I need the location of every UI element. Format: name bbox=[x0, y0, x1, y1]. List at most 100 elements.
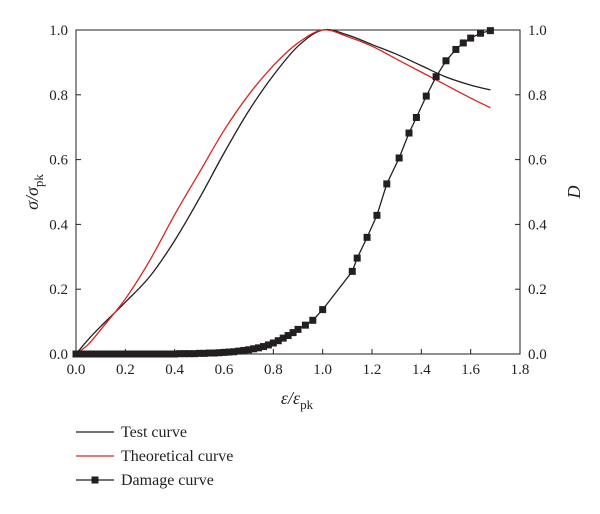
y-left-tick-label: 1.0 bbox=[49, 23, 68, 39]
y-left-tick-label: 0.6 bbox=[49, 153, 68, 169]
legend: Test curve Theoretical curve Damage curve bbox=[76, 424, 233, 489]
damage-curve-point bbox=[353, 254, 361, 262]
x-tick-label: 1.6 bbox=[461, 362, 480, 378]
damage-curve-point bbox=[87, 350, 95, 358]
y-axis-right-label: D bbox=[564, 186, 584, 200]
damage-curve-point bbox=[301, 321, 309, 329]
damage-curve-point bbox=[412, 113, 420, 121]
damage-curve-point bbox=[131, 350, 139, 358]
damage-curve-point bbox=[250, 345, 258, 353]
damage-curve-point bbox=[107, 350, 115, 358]
damage-curve-point bbox=[383, 180, 391, 188]
damage-curve-point bbox=[195, 349, 203, 357]
damage-curve-point bbox=[264, 341, 272, 349]
damage-curve-point bbox=[111, 350, 119, 358]
damage-curve-point bbox=[156, 350, 164, 358]
damage-curve-point bbox=[259, 343, 267, 351]
damage-curve-point bbox=[230, 348, 238, 356]
test-curve-line bbox=[75, 28, 491, 355]
damage-curve-point bbox=[97, 350, 105, 358]
y-right-tick-label: 1.0 bbox=[528, 23, 547, 39]
series-layer bbox=[72, 27, 494, 358]
y-right-tick-label: 0.2 bbox=[528, 282, 547, 298]
x-tick-label: 1.4 bbox=[412, 362, 431, 378]
x-tick-label: 1.8 bbox=[511, 362, 530, 378]
x-tick-label: 0.6 bbox=[215, 362, 234, 378]
damage-curve-point bbox=[176, 350, 184, 358]
y-right-tick-label: 0.8 bbox=[528, 88, 547, 104]
damage-curve-point bbox=[146, 350, 154, 358]
x-tick-label: 0.4 bbox=[165, 362, 184, 378]
damage-curve-point bbox=[92, 350, 100, 358]
damage-curve-point bbox=[363, 233, 371, 241]
damage-curve-point bbox=[200, 349, 208, 357]
damage-curve-point bbox=[185, 350, 193, 358]
legend-marker-damage-curve bbox=[91, 476, 99, 484]
damage-curve-point bbox=[77, 350, 85, 358]
damage-curve-point bbox=[319, 306, 327, 314]
damage-curve-point bbox=[309, 316, 317, 324]
damage-curve-point bbox=[121, 350, 129, 358]
damage-curve-point bbox=[422, 92, 430, 100]
x-axis-label: ε/εpk bbox=[281, 388, 314, 412]
legend-label-test-curve: Test curve bbox=[121, 424, 187, 441]
damage-curve-point bbox=[348, 267, 356, 275]
legend-label-theoretical-curve: Theoretical curve bbox=[121, 448, 233, 465]
tick-labels: 0.0 0.2 0.4 0.6 0.8 1.0 1.2 1.4 1.6 1.80.00.20.40… bbox=[49, 23, 547, 378]
damage-curve-point bbox=[235, 347, 243, 355]
damage-curve-point bbox=[181, 350, 189, 358]
y-left-tick-label: 0.0 bbox=[49, 347, 68, 363]
damage-curve-point bbox=[116, 350, 124, 358]
damage-curve-point bbox=[225, 348, 233, 356]
damage-curve-point bbox=[405, 129, 413, 137]
damage-curve-point bbox=[442, 57, 450, 65]
plot-frame bbox=[75, 29, 521, 355]
damage-curve-point bbox=[245, 346, 253, 354]
damage-curve-point bbox=[190, 350, 198, 358]
y-left-tick-label: 0.4 bbox=[49, 217, 68, 233]
legend-label-damage-curve: Damage curve bbox=[121, 472, 214, 489]
y-right-tick-label: 0.4 bbox=[528, 217, 547, 233]
damage-curve-point bbox=[459, 39, 467, 47]
x-tick-label: 0.2 bbox=[116, 362, 135, 378]
y-right-tick-label: 0.0 bbox=[528, 347, 547, 363]
y-left-tick-label: 0.2 bbox=[49, 282, 68, 298]
damage-curve-point bbox=[210, 349, 218, 357]
damage-curve-point bbox=[432, 73, 440, 81]
damage-curve-point bbox=[467, 34, 475, 42]
y-left-tick-label: 0.8 bbox=[49, 88, 68, 104]
damage-curve-point bbox=[161, 350, 169, 358]
damage-curve-point bbox=[294, 325, 302, 333]
damage-curve-point bbox=[220, 348, 228, 356]
damage-curve-point bbox=[166, 350, 174, 358]
damage-curve-point bbox=[126, 350, 134, 358]
damage-curve-point bbox=[477, 29, 485, 37]
damage-curve-point bbox=[274, 337, 282, 345]
damage-curve-point bbox=[289, 329, 297, 337]
damage-curve-line bbox=[76, 30, 491, 355]
x-tick-label: 1.2 bbox=[363, 362, 382, 378]
theoretical-curve-line bbox=[75, 29, 491, 355]
damage-curve-point bbox=[102, 350, 110, 358]
damage-curve-point bbox=[279, 334, 287, 342]
damage-curve-point bbox=[255, 344, 263, 352]
damage-curve-point bbox=[486, 27, 494, 35]
damage-curve-point bbox=[82, 350, 90, 358]
damage-curve-point bbox=[72, 350, 80, 358]
y-axis-left-label: σ/σpk bbox=[22, 174, 46, 210]
x-tick-label: 0.0 bbox=[67, 362, 86, 378]
x-tick-label: 0.8 bbox=[264, 362, 283, 378]
damage-curve-point bbox=[284, 332, 292, 340]
damage-curve-point bbox=[141, 350, 149, 358]
damage-curve-point bbox=[452, 45, 460, 53]
axes bbox=[75, 29, 521, 355]
damage-curve-point bbox=[373, 211, 381, 219]
y-right-tick-label: 0.6 bbox=[528, 153, 547, 169]
damage-curve-point bbox=[205, 349, 213, 357]
damage-curve-point bbox=[269, 339, 277, 347]
damage-curve-point bbox=[151, 350, 159, 358]
damage-curve-point bbox=[215, 349, 223, 357]
damage-curve-point bbox=[395, 154, 403, 162]
x-tick-label: 1.0 bbox=[313, 362, 332, 378]
